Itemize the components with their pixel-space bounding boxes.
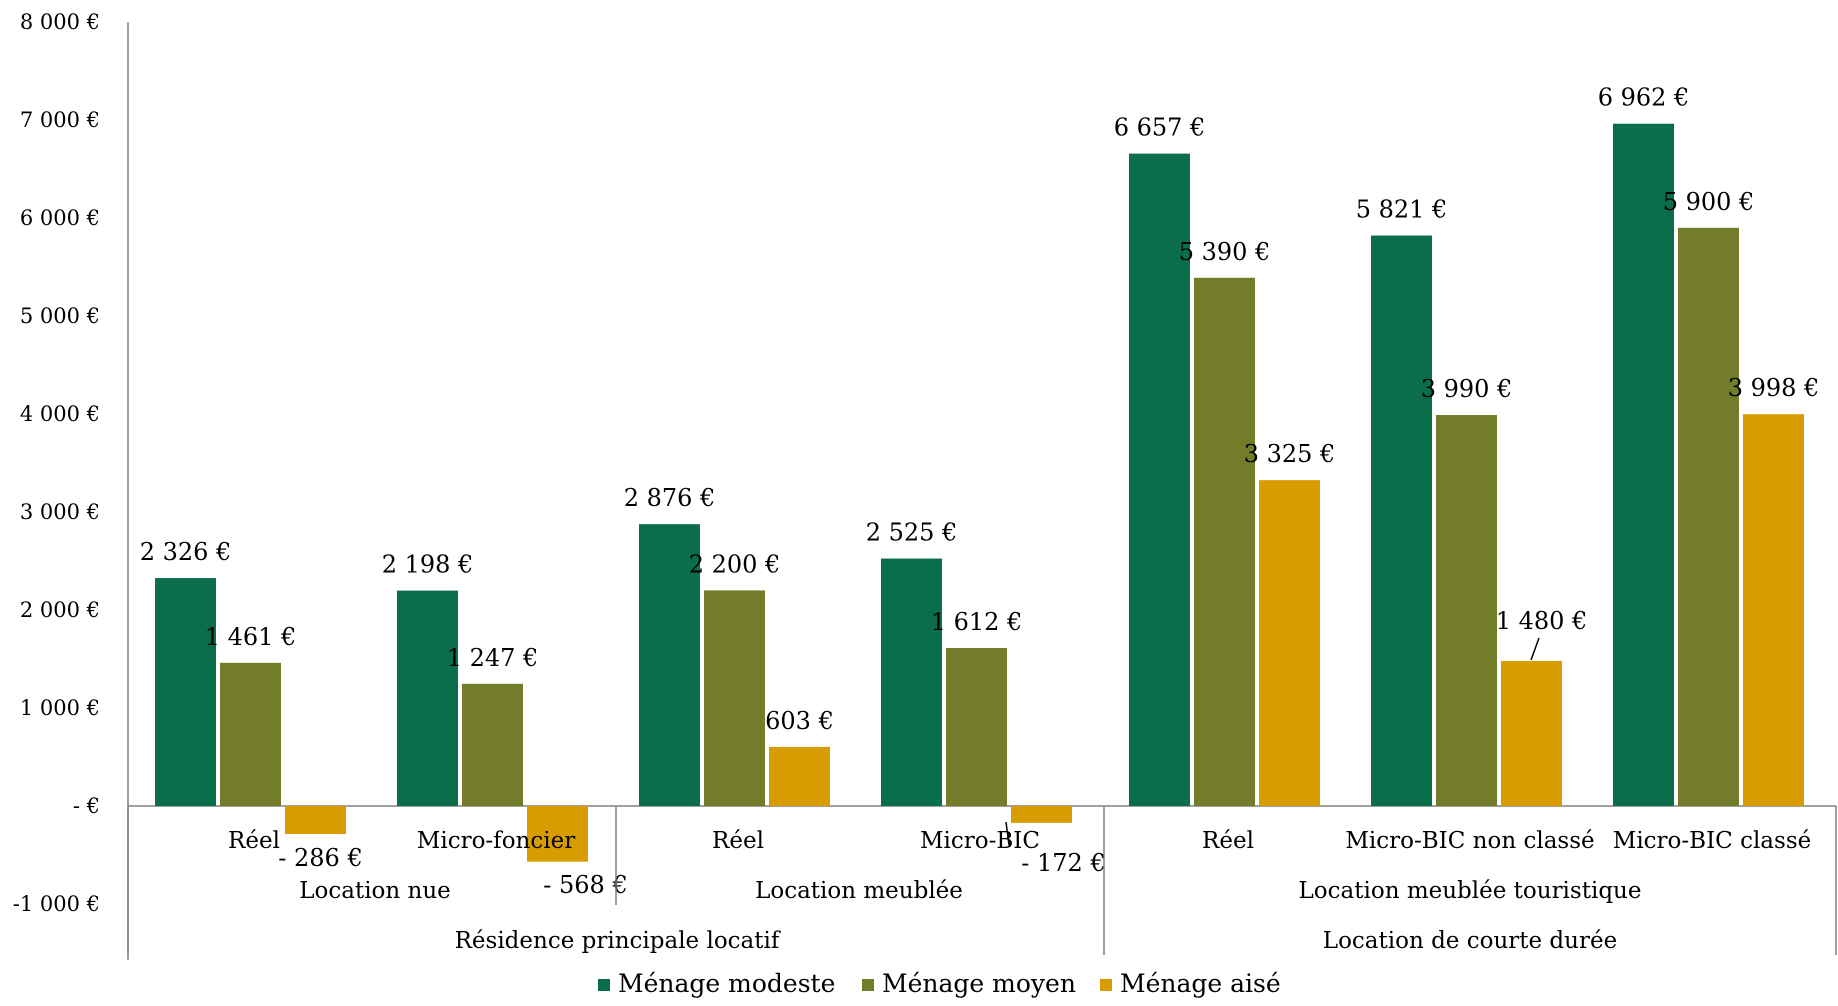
legend-label: Ménage moyen (882, 969, 1076, 998)
legend-swatch (1100, 979, 1112, 991)
legend-swatch (598, 979, 610, 991)
data-label: 1 461 € (205, 623, 297, 651)
bar (1613, 123, 1674, 806)
data-label: 2 525 € (866, 519, 958, 547)
bar (881, 558, 942, 806)
bar (397, 590, 458, 806)
category-label: Réel (712, 828, 764, 854)
category-label: Micro-BIC (920, 828, 1040, 854)
y-tick-label: 7 000 € (20, 108, 100, 132)
bar (1678, 227, 1739, 807)
category-label: Réel (228, 828, 280, 854)
y-tick-label: - € (73, 794, 100, 818)
leader-line (1530, 637, 1540, 661)
y-tick-label: 8 000 € (20, 10, 100, 34)
leader-line (1005, 821, 1010, 846)
legend-label: Ménage modeste (618, 969, 835, 998)
y-tick-label: 3 000 € (20, 500, 100, 524)
category-label: Micro-BIC classé (1613, 828, 1811, 854)
bar (527, 806, 588, 862)
data-label: 2 326 € (140, 538, 232, 566)
data-label: 1 247 € (447, 644, 539, 672)
data-label: - 286 € (278, 844, 362, 872)
group-label: Location meublée (755, 878, 963, 904)
legend-swatch (862, 979, 874, 991)
data-label: 3 325 € (1244, 440, 1336, 468)
data-label: 2 200 € (689, 550, 781, 578)
data-label: 1 612 € (931, 608, 1023, 636)
bar (1129, 153, 1190, 806)
bar (946, 648, 1007, 806)
data-label: 2 198 € (382, 551, 474, 579)
data-label: 2 876 € (624, 484, 716, 512)
bar (1371, 235, 1432, 807)
y-tick-label: 2 000 € (20, 598, 100, 622)
bar (1743, 414, 1804, 806)
category-label: Micro-BIC non classé (1345, 828, 1594, 854)
bar (639, 524, 700, 806)
bar (1259, 480, 1320, 806)
bar (155, 578, 216, 806)
bar (220, 662, 281, 806)
y-tick-label: 5 000 € (20, 304, 100, 328)
data-label: 603 € (765, 707, 834, 735)
y-tick-label: 1 000 € (20, 696, 100, 720)
data-label: 3 998 € (1728, 374, 1820, 402)
supergroup-label: Résidence principale locatif (455, 928, 781, 954)
data-label: 5 390 € (1179, 238, 1271, 266)
group-label: Location nue (299, 878, 451, 904)
data-label: 6 657 € (1114, 114, 1206, 142)
group-label: Location meublée touristique (1299, 878, 1642, 904)
data-label: - 568 € (543, 871, 627, 899)
bar (769, 746, 830, 806)
bar (1011, 806, 1072, 823)
y-tick-label: -1 000 € (13, 892, 100, 916)
data-label: 1 480 € (1496, 607, 1588, 635)
bar (1436, 414, 1497, 806)
data-label: 6 962 € (1598, 84, 1690, 112)
bar (704, 590, 765, 806)
data-label: 5 821 € (1356, 196, 1448, 224)
y-tick-label: 4 000 € (20, 402, 100, 426)
bar (1194, 277, 1255, 806)
data-label: 3 990 € (1421, 375, 1513, 403)
bar (462, 683, 523, 806)
legend-label: Ménage aisé (1120, 969, 1281, 998)
category-label: Réel (1202, 828, 1254, 854)
data-label: - 172 € (1021, 849, 1105, 877)
y-tick-label: 6 000 € (20, 206, 100, 230)
supergroup-label: Location de courte durée (1323, 928, 1617, 954)
category-label: Micro-foncier (417, 828, 575, 854)
bar (285, 806, 346, 835)
bar (1501, 660, 1562, 806)
data-label: 5 900 € (1663, 188, 1755, 216)
